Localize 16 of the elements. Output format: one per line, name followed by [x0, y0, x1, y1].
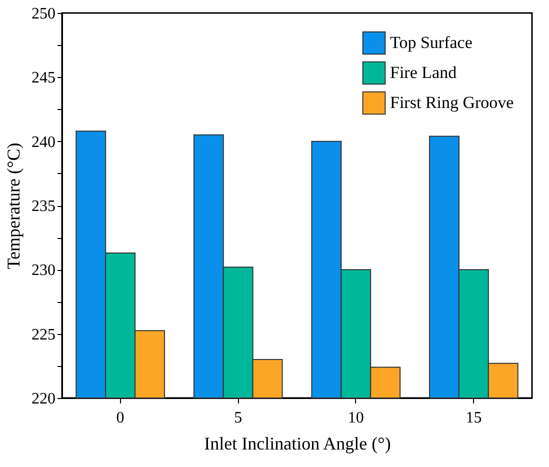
y-tick-label: 245: [32, 70, 56, 87]
y-tick-label: 250: [32, 6, 56, 22]
y-axis-title: Temperature (°C): [4, 142, 24, 270]
x-tick-label: 15: [466, 410, 482, 426]
legend-label: Fire Land: [390, 63, 458, 82]
legend-label: First Ring Groove: [390, 93, 514, 112]
x-tick-label: 10: [348, 410, 364, 426]
y-tick-label: 240: [32, 134, 56, 151]
x-axis-title: Inlet Inclination Angle (°): [204, 434, 391, 454]
y-tick-label: 225: [32, 326, 56, 344]
y-tick-label: 220: [32, 390, 56, 408]
x-tick-label: 5: [234, 410, 242, 426]
y-tick-label: 230: [32, 262, 56, 280]
legend-label: Top Surface: [390, 33, 472, 52]
y-tick-label: 235: [32, 198, 56, 215]
x-tick-label: 0: [116, 410, 124, 426]
